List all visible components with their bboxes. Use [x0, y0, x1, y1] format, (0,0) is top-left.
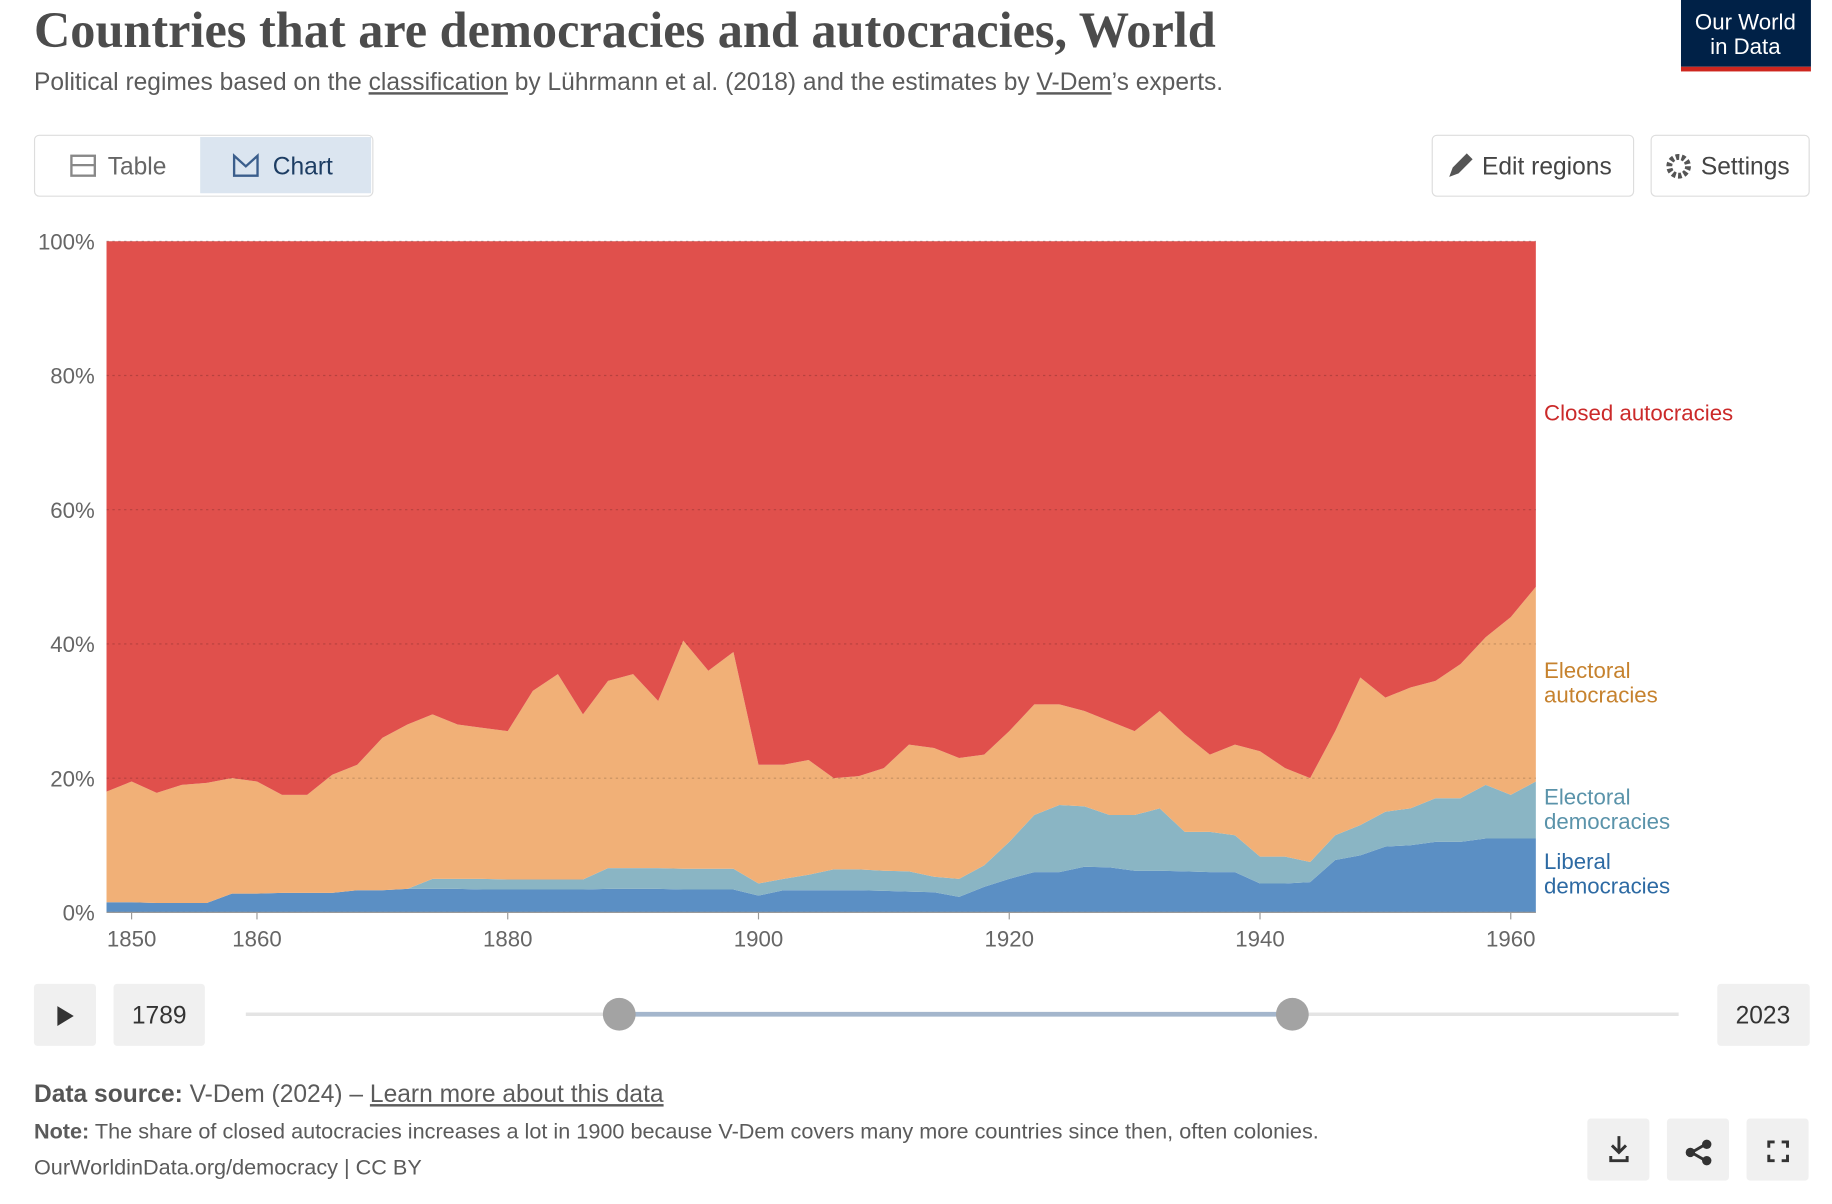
- series-label-box: Liberal democracies: [1544, 850, 1671, 901]
- button-bg: [1431, 134, 1635, 197]
- tab-chart[interactable]: Chart: [200, 137, 372, 194]
- source-text: V-Dem (2024) –: [183, 1081, 370, 1108]
- note: Note: The share of closed autocracies in…: [34, 1118, 1319, 1143]
- plot: Liberal democracies Electoral democracies…: [38, 229, 1734, 951]
- title: Countries that are democracies and autoc…: [34, 2, 1216, 58]
- series-label: Electoral democracies: [1544, 785, 1671, 835]
- x-tick-label: 1850: [107, 926, 156, 951]
- y-tick-label: 20%: [50, 766, 95, 791]
- series-label-box: Electoral democracies: [1544, 785, 1671, 835]
- credit: OurWorldinData.org/democracy | CC BY: [34, 1155, 422, 1180]
- button-label: Settings: [1701, 154, 1790, 181]
- x-tick-label: 1880: [483, 926, 532, 951]
- download-button[interactable]: [1587, 1118, 1650, 1181]
- series-label: Liberal democracies: [1544, 850, 1671, 901]
- y-tick-label: 100%: [38, 229, 95, 254]
- subtitle-part: ’s experts.: [1112, 69, 1224, 96]
- share-icon: [1702, 1139, 1712, 1149]
- download-icon: [1609, 1136, 1629, 1163]
- chart-icon: [232, 153, 259, 177]
- area: [106, 838, 1536, 913]
- y-tick-label: 40%: [50, 632, 95, 657]
- tab-label: Table: [108, 154, 167, 181]
- source-label: Data source:: [34, 1081, 183, 1108]
- end-year: 2023: [1736, 1003, 1791, 1030]
- note-label: Note:: [34, 1118, 89, 1143]
- x-tick-label: 1960: [1486, 926, 1535, 951]
- y-tick-label: 0%: [63, 901, 95, 926]
- series-label-box: Closed autocracies: [1544, 401, 1734, 427]
- subtitle-part: Political regimes based on the: [34, 69, 369, 96]
- pencil-icon: [1449, 153, 1473, 177]
- logo-text: Our World: [1695, 9, 1796, 34]
- y-tick-label: 60%: [50, 498, 95, 523]
- fullscreen-icon: [1767, 1140, 1789, 1163]
- tab-label: Chart: [273, 154, 333, 181]
- share-button[interactable]: [1666, 1118, 1729, 1181]
- play-icon: [57, 1006, 74, 1026]
- area: [106, 586, 1536, 903]
- logo-text: in Data: [1710, 34, 1781, 59]
- end-year-box: [1717, 983, 1810, 1046]
- share-icon: [1702, 1155, 1712, 1166]
- link[interactable]: V-Dem: [1037, 69, 1112, 96]
- share-icon: [1685, 1147, 1696, 1158]
- slider-handle[interactable]: [602, 997, 636, 1031]
- start-year-box: [113, 983, 205, 1046]
- button-label: Edit regions: [1482, 154, 1612, 181]
- tab-active-bg: [200, 137, 372, 194]
- area: [106, 781, 1536, 903]
- edit-regions-button[interactable]: Edit regions: [1431, 134, 1635, 197]
- start-year: 1789: [132, 1003, 187, 1030]
- x-tick-label: 1920: [985, 926, 1034, 951]
- y-tick-label: 80%: [50, 364, 95, 389]
- settings-button[interactable]: Settings: [1650, 134, 1810, 197]
- series-label: Closed autocracies: [1544, 401, 1734, 427]
- series-label-box: Electoral autocracies: [1544, 659, 1658, 709]
- subtitle: Political regimes based on the classific…: [34, 69, 1223, 96]
- logo-bg: [1680, 0, 1811, 67]
- slider-handle[interactable]: [1275, 997, 1309, 1031]
- link[interactable]: classification: [369, 69, 508, 96]
- series-label: Electoral autocracies: [1544, 659, 1658, 709]
- link[interactable]: Learn more about this data: [370, 1081, 664, 1108]
- x-tick-label: 1860: [232, 926, 281, 951]
- note-text: The share of closed autocracies increase…: [89, 1118, 1319, 1143]
- timeline: 1789 2023: [33, 983, 1810, 1046]
- fullscreen-button[interactable]: [1746, 1118, 1809, 1181]
- subtitle-part: by Lührmann et al. (2018) and the estima…: [508, 69, 1037, 96]
- button-bg: [1650, 134, 1810, 197]
- button-bg: [1746, 1118, 1809, 1181]
- logo[interactable]: Our World in Data: [1680, 0, 1811, 72]
- x-tick-label: 1940: [1235, 926, 1284, 951]
- gear-icon: [1666, 154, 1691, 179]
- x-tick-label: 1900: [734, 926, 783, 951]
- area: [106, 241, 1536, 795]
- source: Data source: V-Dem (2024) – Learn more a…: [34, 1081, 664, 1108]
- logo-bar: [1680, 66, 1811, 72]
- tab-table[interactable]: Table: [70, 154, 167, 181]
